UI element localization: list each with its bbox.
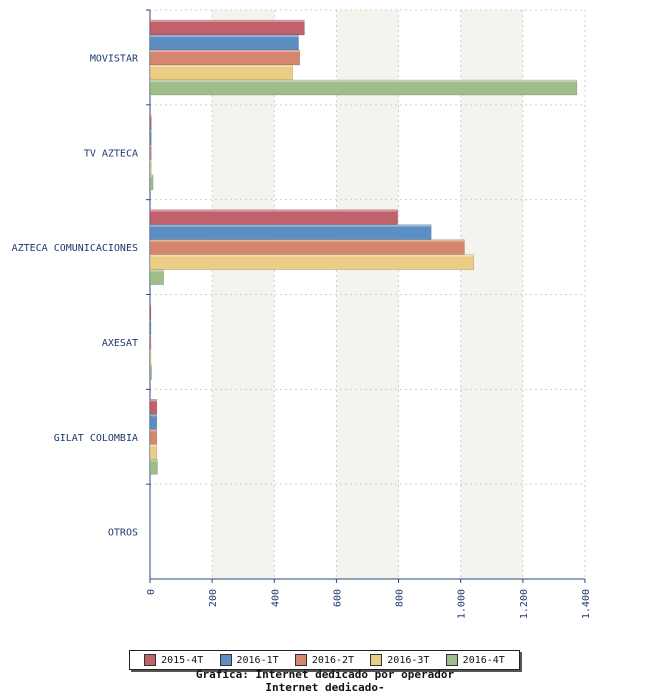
bar-2016-1T (149, 414, 158, 430)
legend-label: 2016-2T (311, 654, 355, 666)
bar-2016-3T (149, 444, 158, 460)
bar-highlight (150, 50, 300, 52)
bar-highlight (150, 65, 293, 67)
category-label: TV AZTECA (84, 148, 138, 159)
bar-highlight (150, 144, 152, 147)
bar-2016-4T (149, 269, 164, 285)
category-label: MOVISTAR (90, 53, 139, 64)
bar-highlight (150, 129, 152, 132)
bar-2016-3T (149, 64, 293, 81)
bar-highlight (150, 349, 151, 352)
legend-label: 2016-1T (236, 654, 279, 666)
bar-highlight (150, 444, 157, 447)
bar-highlight (150, 159, 152, 162)
x-tick-label: 1.000 (457, 589, 468, 619)
bar-2016-4T (149, 459, 158, 475)
category-label: GILAT COLOMBIA (54, 433, 138, 444)
chart-caption-line-1: Grafica: Internet dedicado por operador (195, 668, 455, 681)
legend-item: 2016-4T (445, 654, 505, 666)
bar-highlight (150, 364, 152, 367)
legend-swatch (294, 654, 307, 666)
legend-item: 2016-3T (370, 654, 429, 666)
bar-2016-4T (149, 79, 578, 96)
bar-highlight (150, 459, 158, 462)
bar-2016-3T (149, 349, 152, 365)
bar-highlight (150, 114, 152, 117)
bar-2016-1T (149, 129, 152, 146)
bar-2016-4T (149, 364, 152, 380)
bar-2016-4T (149, 174, 154, 191)
bar-2016-2T (149, 334, 152, 350)
bar-highlight (150, 414, 157, 417)
bar-2015-4T (149, 209, 398, 225)
bar-2016-2T (149, 239, 465, 255)
bar-2016-2T (149, 429, 158, 445)
bar-highlight (150, 334, 151, 337)
legend-label: 2016-4T (462, 654, 505, 666)
bar-highlight (150, 254, 474, 257)
bar-2016-2T (149, 144, 152, 161)
bar-2016-3T (149, 159, 152, 176)
legend-item: 2015-4T (144, 654, 203, 666)
legend-label: 2015-4T (161, 654, 204, 666)
bar-highlight (150, 224, 432, 227)
x-tick-label: 1.400 (581, 589, 592, 619)
chart-legend: 2015-4T 2016-1T 2016-2T 2016-3T 2016-4T (129, 650, 520, 670)
legend-swatch (219, 654, 232, 666)
bar-highlight (150, 35, 299, 37)
legend-item: 2016-1T (219, 654, 279, 666)
bar-2016-1T (149, 224, 432, 240)
category-label: AXESAT (102, 338, 138, 349)
category-label: OTROS (108, 528, 138, 539)
legend-item: 2016-2T (294, 654, 355, 666)
legend-swatch (144, 654, 157, 666)
bar-2016-1T (149, 34, 299, 51)
legend-label: 2016-3T (387, 654, 430, 666)
bar-highlight (150, 174, 154, 177)
bar-2016-1T (149, 319, 152, 335)
chart-caption-line-2: Internet dedicado- (265, 681, 385, 694)
bar-2015-4T (149, 114, 152, 131)
bar-2015-4T (149, 304, 152, 320)
legend-swatch (445, 654, 458, 666)
x-tick-label: 400 (270, 589, 281, 607)
bar-highlight (150, 20, 305, 22)
x-tick-label: 0 (146, 589, 157, 595)
bar-2016-2T (149, 49, 301, 66)
bar-2015-4T (149, 399, 158, 415)
category-label: AZTECA COMUNICACIONES (12, 243, 138, 254)
bar-highlight (150, 319, 151, 322)
x-tick-label: 600 (332, 589, 343, 607)
bar-2016-3T (149, 254, 475, 270)
legend-swatch (370, 654, 383, 666)
x-tick-label: 800 (395, 589, 406, 607)
bar-highlight (150, 429, 157, 432)
bar-highlight (150, 80, 577, 82)
bar-highlight (150, 304, 151, 307)
x-tick-label: 1.200 (519, 589, 530, 619)
bar-highlight (150, 269, 164, 272)
grid-band (212, 10, 275, 579)
bar-chart: MOVISTAR TV AZTECA AZTECA COMUNICACIONES AX… (12, 9, 592, 619)
bar-highlight (150, 209, 398, 212)
bar-highlight (150, 239, 465, 242)
bar-2015-4T (149, 19, 305, 36)
x-tick-label: 200 (208, 589, 219, 607)
bar-highlight (150, 399, 157, 402)
